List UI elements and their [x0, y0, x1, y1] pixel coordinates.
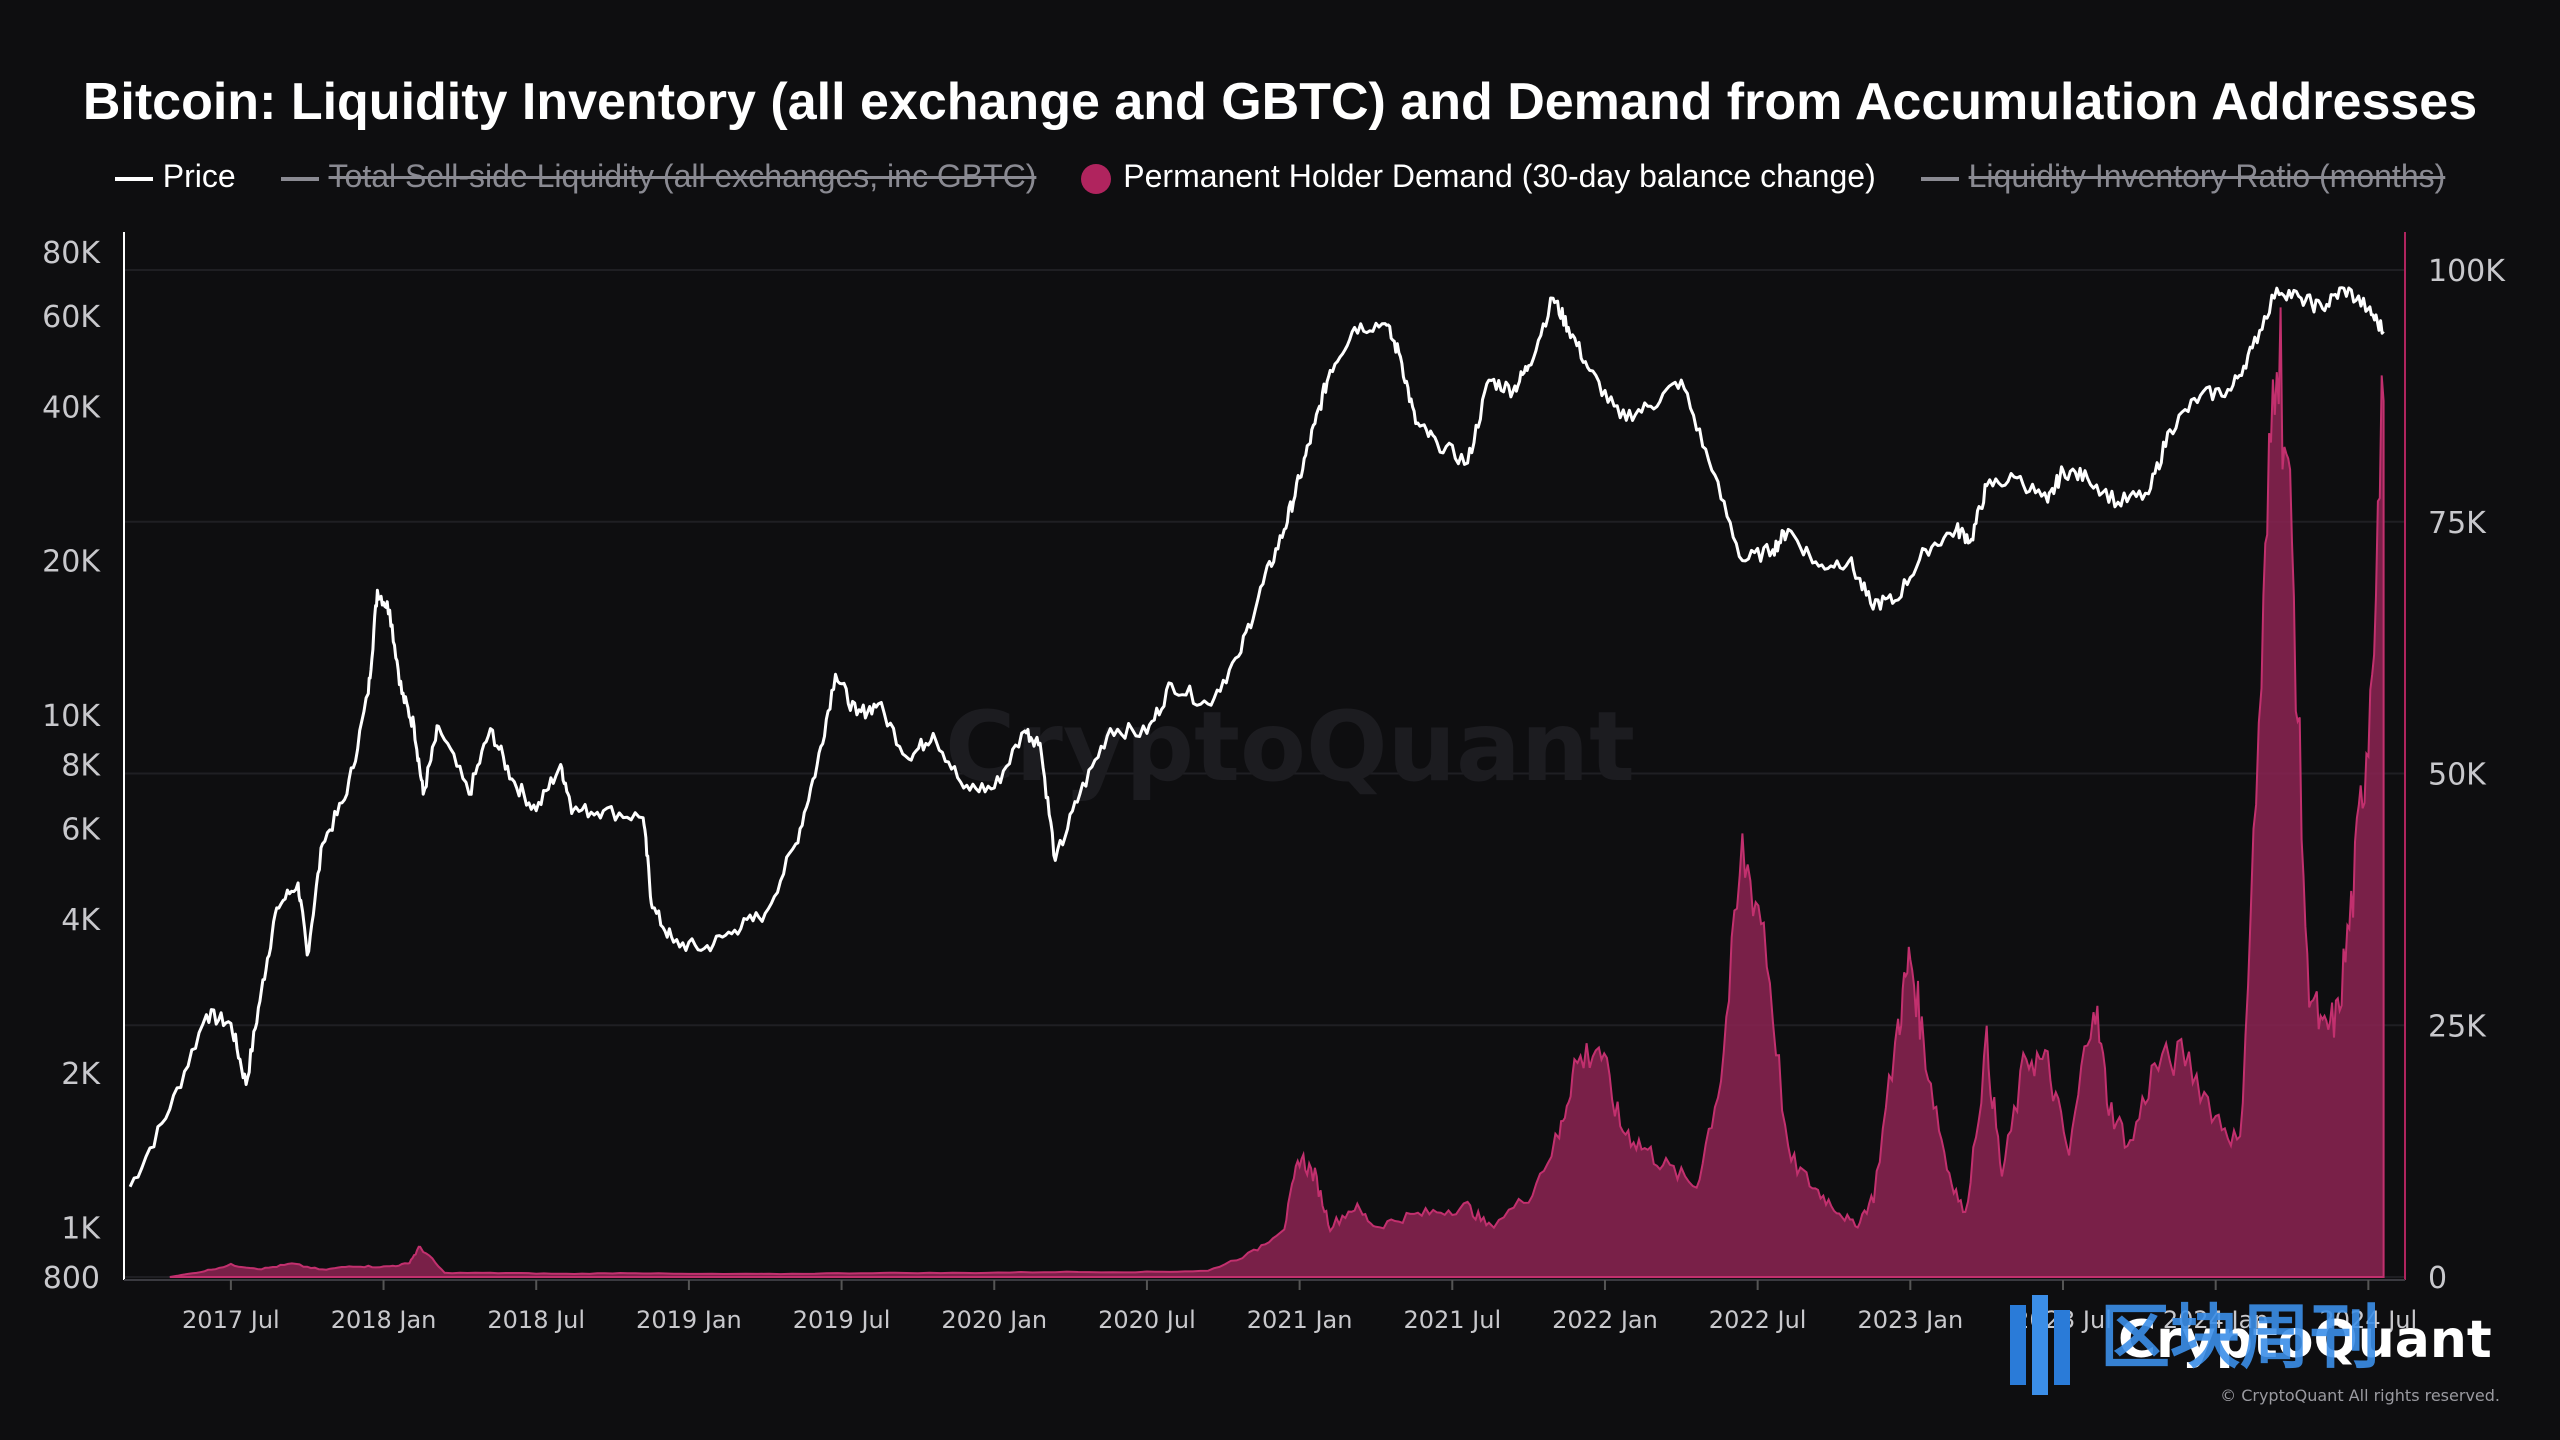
legend-item-sell-side-liquidity[interactable]: Total Sell-side Liquidity (all exchanges… — [280, 158, 1037, 195]
watermark-text: CryptoQuant — [945, 691, 1635, 803]
left-tick-label: 8K — [61, 749, 101, 784]
brand-logo-bar-1 — [2010, 1305, 2026, 1385]
left-axis-ticks: 80K 60K 40K 20K 10K 8K 6K 4K 2K 1K 800 — [42, 236, 101, 1296]
x-tick-label: 2023 Jan — [1857, 1306, 1963, 1334]
left-tick-label: 10K — [42, 699, 101, 734]
x-tick-label: 2018 Jul — [487, 1306, 585, 1334]
left-tick-label: 80K — [42, 236, 101, 271]
x-tick-label: 2017 Jul — [182, 1306, 280, 1334]
right-tick-label: 75K — [2428, 506, 2487, 541]
legend: Price Total Sell-side Liquidity (all exc… — [0, 156, 2560, 195]
legend-label-holder-demand: Permanent Holder Demand (30-day balance … — [1123, 158, 1876, 195]
brand-copyright: © CryptoQuant All rights reserved. — [2220, 1386, 2500, 1405]
left-tick-label: 20K — [42, 545, 101, 580]
brand-name: CryptoQuant — [2118, 1310, 2492, 1370]
legend-swatch-inventory-ratio — [1920, 176, 1959, 181]
left-tick-label: 2K — [61, 1057, 101, 1092]
left-tick-label: 4K — [61, 903, 101, 938]
legend-item-holder-demand[interactable]: Permanent Holder Demand (30-day balance … — [1081, 158, 1876, 195]
x-axis-ticks: 2017 Jul 2018 Jan 2018 Jul 2019 Jan 2019 Jul… — [182, 1280, 2417, 1334]
right-tick-label: 50K — [2428, 758, 2487, 793]
brand-overlay-text: 区块周刊 — [2100, 1296, 2380, 1378]
legend-label-sell-side-liquidity: Total Sell-side Liquidity (all exchanges… — [328, 158, 1037, 195]
x-tick-label: 2018 Jan — [331, 1306, 437, 1334]
legend-label-inventory-ratio: Liquidity Inventory Ratio (months) — [1968, 158, 2446, 195]
legend-label-price: Price — [162, 158, 236, 195]
legend-item-inventory-ratio[interactable]: Liquidity Inventory Ratio (months) — [1920, 158, 2446, 195]
x-tick-label: 2020 Jul — [1098, 1306, 1196, 1334]
legend-swatch-price — [114, 176, 153, 181]
x-tick-label: 2022 Jul — [1709, 1306, 1807, 1334]
chart-title: Bitcoin: Liquidity Inventory (all exchan… — [82, 73, 2478, 131]
right-tick-label: 0 — [2428, 1261, 2447, 1296]
x-tick-label: 2024 Jul — [2320, 1306, 2418, 1334]
x-tick-label: 2020 Jan — [941, 1306, 1047, 1334]
x-tick-label: 2021 Jul — [1403, 1306, 1501, 1334]
left-tick-label: 6K — [61, 813, 101, 848]
left-tick-label: 60K — [42, 300, 101, 335]
legend-swatch-holder-demand — [1081, 163, 1112, 194]
x-tick-label: 2022 Jan — [1552, 1306, 1658, 1334]
x-tick-label: 2024 Jan — [2163, 1306, 2269, 1334]
brand-logo-bar-3 — [2054, 1310, 2070, 1385]
left-tick-label: 40K — [42, 390, 101, 425]
right-axis-ticks: 100K 75K 50K 25K 0 — [2428, 254, 2506, 1296]
legend-item-price[interactable]: Price — [114, 158, 236, 195]
right-tick-label: 100K — [2428, 254, 2506, 289]
demand-area-series — [169, 307, 2385, 1278]
left-tick-label: 1K — [61, 1211, 101, 1246]
left-tick-label: 800 — [43, 1261, 100, 1296]
price-line-series — [128, 286, 2385, 1188]
x-tick-label: 2019 Jul — [793, 1306, 891, 1334]
right-tick-label: 25K — [2428, 1009, 2487, 1044]
brand-watermark: CryptoQuant 区块周刊 © CryptoQuant All right… — [2010, 1295, 2500, 1405]
brand-logo-bar-2 — [2032, 1295, 2048, 1395]
x-tick-label: 2021 Jan — [1247, 1306, 1353, 1334]
legend-swatch-sell-side-liquidity — [280, 176, 319, 181]
x-tick-label: 2019 Jan — [636, 1306, 742, 1334]
